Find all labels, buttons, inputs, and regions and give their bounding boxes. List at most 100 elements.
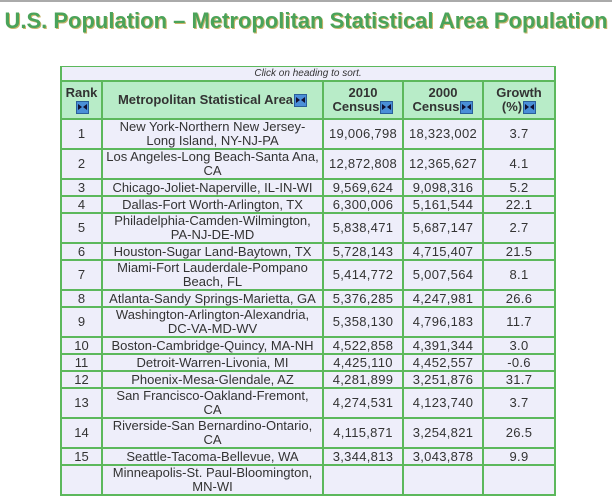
growth-cell: 3.0 <box>482 336 556 355</box>
header-rank[interactable]: Rank <box>60 80 103 120</box>
area-cell: Miami-Fort Lauderdale-Pompano Beach, FL <box>101 259 324 291</box>
sort-arrows-icon[interactable] <box>294 94 308 108</box>
growth-cell: 26.6 <box>482 289 556 308</box>
sort-arrows-icon[interactable] <box>75 101 89 115</box>
census-2010-cell: 3,344,813 <box>322 447 404 466</box>
table-row: 11 Detroit-Warren-Livonia, MI 4,425,110 4,4… <box>60 353 556 372</box>
growth-cell: 8.1 <box>482 259 556 291</box>
rank-cell: 11 <box>60 353 103 372</box>
census-2010-cell: 4,115,871 <box>322 417 404 449</box>
census-2000-cell: 3,251,876 <box>402 370 484 389</box>
rank-cell: 5 <box>60 212 103 244</box>
census-2000-cell: 4,715,407 <box>402 242 484 261</box>
census-2010-cell: 4,522,858 <box>322 336 404 355</box>
census-2010-cell: 4,425,110 <box>322 353 404 372</box>
census-2010-cell <box>322 464 404 496</box>
growth-cell: 21.5 <box>482 242 556 261</box>
table-row: 12 Phoenix-Mesa-Glendale, AZ 4,281,899 3,25… <box>60 370 556 389</box>
rank-cell: 13 <box>60 387 103 419</box>
sort-hint: Click on heading to sort. <box>60 66 556 82</box>
header-2010-census[interactable]: 2010 Census <box>322 80 404 120</box>
table-row: 1 New York-Northern New Jersey-Long Islan… <box>60 118 556 150</box>
census-2010-cell: 5,728,143 <box>322 242 404 261</box>
header-area[interactable]: Metropolitan Statistical Area <box>101 80 324 120</box>
area-cell: Philadelphia-Camden-Wilmington, PA-NJ-DE… <box>101 212 324 244</box>
census-2010-cell: 5,838,471 <box>322 212 404 244</box>
area-cell: Washington-Arlington-Alexandria, DC-VA-M… <box>101 306 324 338</box>
area-cell: Dallas-Fort Worth-Arlington, TX <box>101 195 324 214</box>
census-2000-cell: 5,007,564 <box>402 259 484 291</box>
area-cell: Riverside-San Bernardino-Ontario, CA <box>101 417 324 449</box>
area-cell: Detroit-Warren-Livonia, MI <box>101 353 324 372</box>
table-row: 13 San Francisco-Oakland-Fremont, CA 4,274… <box>60 387 556 419</box>
growth-cell <box>482 464 556 496</box>
header-2000-census[interactable]: 2000 Census <box>402 80 484 120</box>
census-2010-cell: 5,358,130 <box>322 306 404 338</box>
census-2000-cell: 5,161,544 <box>402 195 484 214</box>
table-row: 2 Los Angeles-Long Beach-Santa Ana, CA 12,… <box>60 148 556 180</box>
census-2010-cell: 5,376,285 <box>322 289 404 308</box>
table-row: 4 Dallas-Fort Worth-Arlington, TX 6,300,00… <box>60 195 556 214</box>
census-2010-cell: 19,006,798 <box>322 118 404 150</box>
table-row: 3 Chicago-Joliet-Naperville, IL-IN-WI 9,56… <box>60 178 556 197</box>
census-2000-cell: 3,043,878 <box>402 447 484 466</box>
growth-cell: 3.7 <box>482 118 556 150</box>
table-row: 5 Philadelphia-Camden-Wilmington, PA-NJ-D… <box>60 212 556 244</box>
area-cell: Boston-Cambridge-Quincy, MA-NH <box>101 336 324 355</box>
area-cell: Houston-Sugar Land-Baytown, TX <box>101 242 324 261</box>
census-2000-cell: 4,391,344 <box>402 336 484 355</box>
census-2000-cell: 5,687,147 <box>402 212 484 244</box>
area-cell: Phoenix-Mesa-Glendale, AZ <box>101 370 324 389</box>
area-cell: Seattle-Tacoma-Bellevue, WA <box>101 447 324 466</box>
growth-cell: 9.9 <box>482 447 556 466</box>
table-row: 10 Boston-Cambridge-Quincy, MA-NH 4,522,85… <box>60 336 556 355</box>
growth-cell: 4.1 <box>482 148 556 180</box>
rank-cell: 14 <box>60 417 103 449</box>
rank-cell: 9 <box>60 306 103 338</box>
growth-cell: 3.7 <box>482 387 556 419</box>
census-2000-cell: 4,452,557 <box>402 353 484 372</box>
census-2000-cell: 3,254,821 <box>402 417 484 449</box>
census-2010-cell: 12,872,808 <box>322 148 404 180</box>
census-2010-cell: 4,281,899 <box>322 370 404 389</box>
census-2010-cell: 9,569,624 <box>322 178 404 197</box>
area-cell: Minneapolis-St. Paul-Bloomington, MN-WI <box>101 464 324 496</box>
growth-cell: 31.7 <box>482 370 556 389</box>
census-2000-cell: 18,323,002 <box>402 118 484 150</box>
rank-cell: 8 <box>60 289 103 308</box>
rank-cell: 4 <box>60 195 103 214</box>
growth-cell: 26.5 <box>482 417 556 449</box>
table-row: Minneapolis-St. Paul-Bloomington, MN-WI <box>60 464 556 496</box>
table-row: 14 Riverside-San Bernardino-Ontario, CA 4,… <box>60 417 556 449</box>
census-2000-cell: 4,123,740 <box>402 387 484 419</box>
rank-cell <box>60 464 103 496</box>
census-2000-cell: 4,247,981 <box>402 289 484 308</box>
page-title: U.S. Population – Metropolitan Statistic… <box>4 8 608 33</box>
growth-cell: 5.2 <box>482 178 556 197</box>
area-cell: New York-Northern New Jersey-Long Island… <box>101 118 324 150</box>
table-row: 15 Seattle-Tacoma-Bellevue, WA 3,344,813 3,… <box>60 447 556 466</box>
sort-arrows-icon[interactable] <box>523 101 537 115</box>
population-table: Click on heading to sort. Rank Metropoli… <box>60 66 556 496</box>
rank-cell: 3 <box>60 178 103 197</box>
rank-cell: 15 <box>60 447 103 466</box>
sort-arrows-icon[interactable] <box>380 101 394 115</box>
sort-arrows-icon[interactable] <box>460 101 474 115</box>
table-row: 9 Washington-Arlington-Alexandria, DC-VA-… <box>60 306 556 338</box>
rank-cell: 1 <box>60 118 103 150</box>
census-2010-cell: 4,274,531 <box>322 387 404 419</box>
rank-cell: 2 <box>60 148 103 180</box>
table-row: 6 Houston-Sugar Land-Baytown, TX 5,728,143… <box>60 242 556 261</box>
census-2000-cell: 9,098,316 <box>402 178 484 197</box>
table-row: 8 Atlanta-Sandy Springs-Marietta, GA 5,376… <box>60 289 556 308</box>
census-2000-cell: 12,365,627 <box>402 148 484 180</box>
area-cell: Los Angeles-Long Beach-Santa Ana, CA <box>101 148 324 180</box>
table-row: 7 Miami-Fort Lauderdale-Pompano Beach, FL… <box>60 259 556 291</box>
census-2000-cell <box>402 464 484 496</box>
rank-cell: 10 <box>60 336 103 355</box>
area-cell: San Francisco-Oakland-Fremont, CA <box>101 387 324 419</box>
growth-cell: 22.1 <box>482 195 556 214</box>
census-2000-cell: 4,796,183 <box>402 306 484 338</box>
header-growth[interactable]: Growth (%) <box>482 80 556 120</box>
area-cell: Chicago-Joliet-Naperville, IL-IN-WI <box>101 178 324 197</box>
